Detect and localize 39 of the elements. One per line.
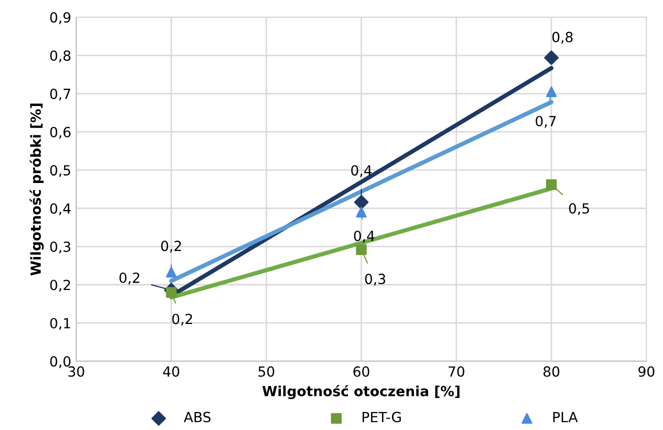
y-tick-label: 0,7 [50,88,70,101]
x-tick-label: 30 [68,366,84,377]
x-tick-label: 80 [544,366,560,377]
point [356,206,367,218]
y-tick-label: 0,1 [50,318,70,330]
data-label: 0,8 [552,32,573,44]
point [166,266,177,278]
data-label: 0,3 [365,274,386,286]
point [546,179,557,190]
point [546,86,557,98]
y-tick-label: 0,4 [50,203,71,216]
x-tick-label: 50 [258,366,274,377]
data-label: 0,4 [354,230,374,243]
y-tick-label: 0,8 [50,50,70,62]
x-axis-title: Wilgotność otoczenia [%] [262,385,460,400]
data-label: 0,4 [351,165,372,178]
x-tick-label: 70 [448,366,464,377]
y-tick-label: 0,6 [50,126,71,139]
point [356,244,367,255]
y-tick-label: 0,5 [50,165,70,177]
point [544,50,559,65]
data-label: 0,7 [536,116,556,128]
data-label: 0,2 [172,314,192,326]
y-tick-label: 0,0 [50,356,70,368]
y-tick-label: 0,9 [50,12,70,24]
point [354,194,369,210]
data-label: 0,2 [161,240,181,253]
point [166,287,177,298]
x-tick-label: 40 [163,366,180,377]
data-label: 0,2 [119,272,140,284]
y-tick-label: 0,2 [50,280,70,292]
x-tick-label: 60 [353,366,370,377]
legend-label: ABS [184,412,211,422]
data-label: 0,5 [569,203,590,216]
x-tick-label: 90 [638,366,654,377]
legend-label: PLA [553,412,578,422]
legend-label: PET-G [362,412,401,422]
y-tick-label: 0,3 [50,242,70,254]
y-axis-title: Wilgotność próbki [%] [30,104,44,276]
